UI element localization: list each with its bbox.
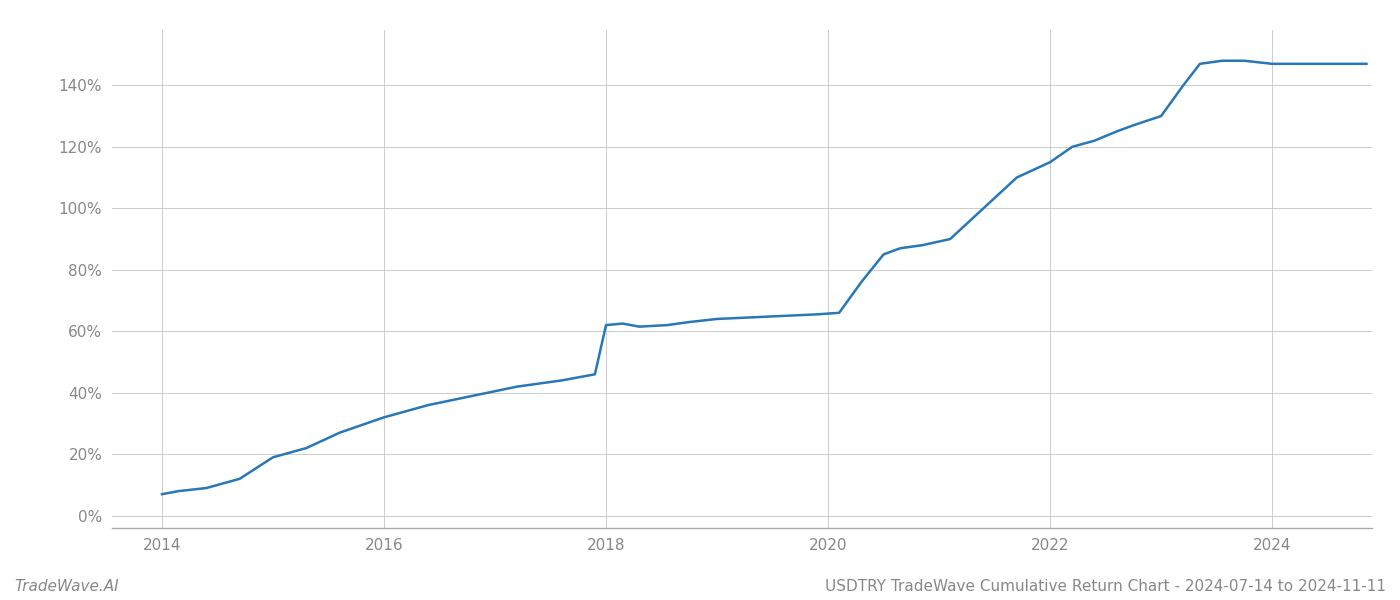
Text: USDTRY TradeWave Cumulative Return Chart - 2024-07-14 to 2024-11-11: USDTRY TradeWave Cumulative Return Chart… [825,579,1386,594]
Text: TradeWave.AI: TradeWave.AI [14,579,119,594]
